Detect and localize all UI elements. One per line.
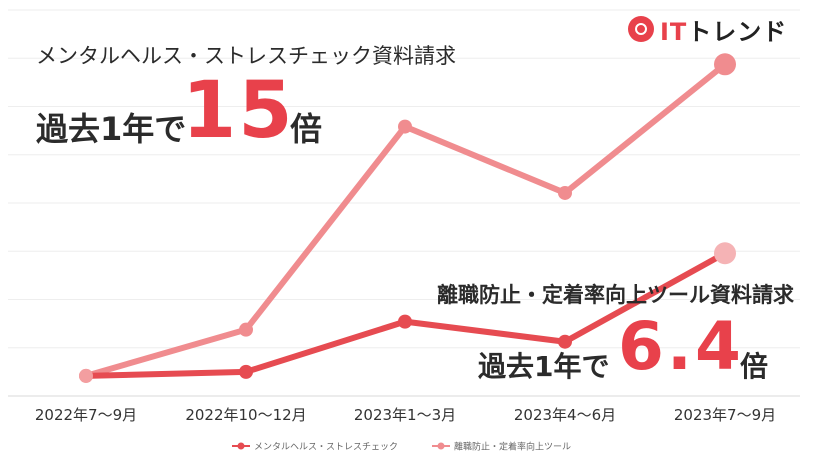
data-point	[239, 322, 253, 337]
headline2-title: 離職防止・定着率向上ツール資料請求	[437, 283, 794, 307]
legend-label: 離職防止・定着率向上ツール	[454, 441, 571, 453]
data-point	[79, 368, 93, 383]
itrend-logo: ITトレンド	[628, 12, 787, 47]
x-tick-label: 2023年7～9月	[674, 406, 776, 424]
headline1-prefix: 過去1年で	[36, 110, 187, 148]
headline2-prefix: 過去1年で	[478, 350, 610, 383]
x-tick-label: 2023年4～6月	[514, 406, 616, 424]
data-point	[239, 364, 253, 379]
data-point	[398, 314, 412, 329]
headline2-value: 6.4	[618, 308, 744, 385]
data-point	[714, 242, 736, 265]
x-tick-label: 2022年10～12月	[185, 406, 306, 424]
legend-label: メンタルヘルス・ストレスチェック	[254, 442, 398, 453]
x-tick-label: 2022年7～9月	[35, 406, 137, 424]
logo-accent: IT	[660, 17, 688, 46]
logo-mark-icon	[628, 16, 654, 42]
logo-wordmark: ITトレンド	[660, 12, 787, 47]
legend-swatch-dot	[437, 442, 445, 450]
data-point	[714, 53, 736, 76]
data-point	[398, 119, 412, 134]
data-point	[558, 334, 572, 349]
headline1-value: 15	[182, 66, 295, 156]
headline1-suffix: 倍	[290, 110, 323, 148]
headline2-suffix: 倍	[740, 350, 769, 383]
logo-rest: トレンド	[687, 17, 788, 46]
x-tick-label: 2023年1～3月	[354, 406, 456, 424]
data-point	[558, 185, 572, 200]
headline1-title: メンタルヘルス・ストレスチェック資料請求	[36, 44, 456, 68]
legend-swatch-dot	[237, 442, 245, 450]
